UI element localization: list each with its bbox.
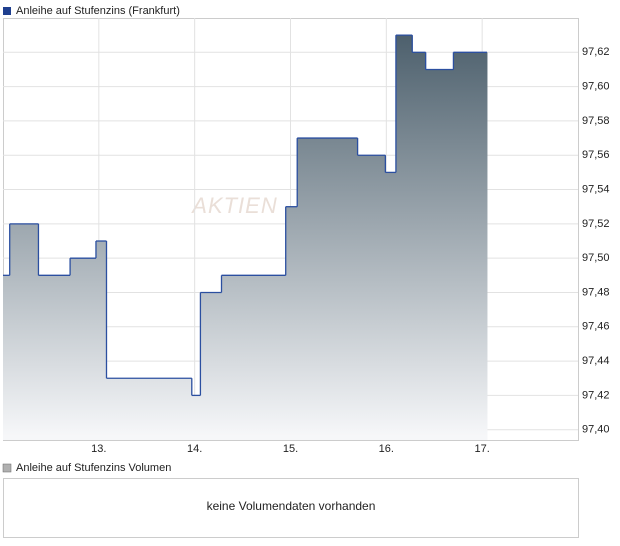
- y-tick-label: 97,50: [582, 252, 610, 264]
- y-tick-label: 97,52: [582, 218, 610, 230]
- y-tick-label: 97,54: [582, 183, 610, 195]
- y-tick-label: 97,60: [582, 81, 610, 93]
- y-tick-label: 97,42: [582, 389, 610, 401]
- x-tick-label: 17.: [475, 443, 490, 455]
- y-tick-label: 97,62: [582, 46, 610, 58]
- area-segment: [106, 378, 193, 440]
- y-tick-label: 97,56: [582, 149, 610, 161]
- y-tick-label: 97,58: [582, 115, 610, 127]
- watermark: AKTIEN: [190, 193, 277, 218]
- area-segment: [425, 69, 454, 441]
- area-segment: [200, 292, 222, 440]
- area-segment: [95, 241, 107, 440]
- y-tick-label: 97,40: [582, 424, 610, 436]
- y-tick-label: 97,44: [582, 355, 610, 367]
- area-segment: [297, 138, 359, 440]
- x-tick-label: 16.: [379, 443, 394, 455]
- area: [3, 35, 488, 441]
- x-tick-label: 15.: [283, 443, 298, 455]
- line: [3, 34, 487, 397]
- area-segment: [9, 223, 39, 440]
- area-segment: [395, 35, 413, 440]
- y-tick-label: 97,46: [582, 321, 610, 333]
- area-segment: [221, 275, 287, 440]
- area-segment: [38, 275, 71, 440]
- x-tick-label: 13.: [91, 443, 106, 455]
- legend-label: Anleihe auf Stufenzins (Frankfurt): [16, 5, 180, 17]
- volume-panel: [3, 478, 579, 538]
- area-segment: [191, 395, 201, 440]
- legend-swatch: [2, 463, 12, 473]
- area-segment: [3, 275, 11, 440]
- area-segment: [385, 172, 397, 440]
- area-segment: [285, 206, 298, 440]
- legend-label: Anleihe auf Stufenzins Volumen: [16, 462, 171, 474]
- legend-swatch: [3, 7, 11, 15]
- x-tick-label: 14.: [187, 443, 202, 455]
- y-tick-label: 97,48: [582, 286, 610, 298]
- volume-message: keine Volumendaten vorhanden: [207, 499, 376, 513]
- area-segment: [453, 52, 488, 440]
- area-segment: [412, 52, 427, 440]
- area-segment: [357, 155, 386, 440]
- area-segment: [70, 258, 97, 440]
